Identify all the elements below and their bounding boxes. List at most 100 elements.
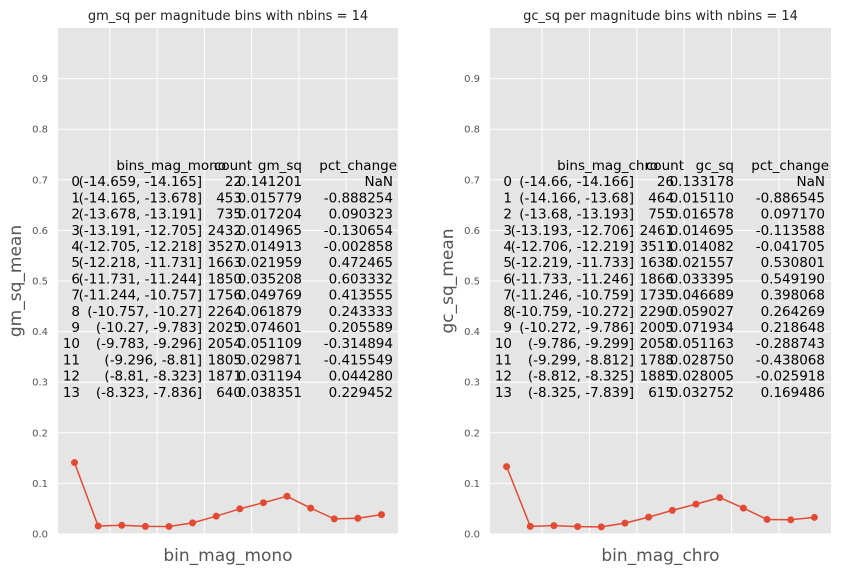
table-cell-pct-change: 0.413555 [329, 288, 393, 304]
table-cell-value: 0.029871 [238, 352, 302, 368]
table-cell-pct-change: 0.603332 [329, 271, 393, 287]
table-row-index: 10 [495, 336, 512, 352]
table-cell-bin: (-13.191, -12.705] [79, 223, 202, 239]
data-point [526, 522, 534, 530]
table-cell-pct-change: -0.288743 [756, 336, 825, 352]
table-row-index: 5 [71, 255, 80, 271]
table-cell-bin: (-14.165, -13.678] [79, 190, 202, 206]
table-cell-value: 0.014695 [670, 223, 734, 239]
y-tick-label: 0.2 [32, 428, 48, 439]
data-point [621, 519, 629, 527]
table-cell-count: 2461 [640, 223, 674, 239]
table-cell-count: 2290 [640, 304, 674, 320]
table-row-index: 11 [63, 352, 80, 368]
table-cell-count: 2005 [640, 320, 674, 336]
table-cell-value: 0.021557 [670, 255, 734, 271]
y-tick-label: 0.8 [32, 125, 48, 136]
table-cell-bin: (-10.27, -9.783] [96, 320, 202, 336]
table-cell-pct-change: 0.530801 [761, 255, 825, 271]
data-point [189, 519, 197, 527]
data-point [550, 522, 558, 530]
table-cell-count: 1735 [640, 288, 674, 304]
table-header-cell: count [646, 158, 684, 174]
table-cell-bin: (-14.659, -14.165] [79, 174, 202, 190]
table-cell-count: 2025 [208, 320, 242, 336]
y-tick-label: 0.3 [464, 378, 480, 389]
table-cell-bin: (-10.272, -9.786] [519, 320, 634, 336]
table-cell-bin: (-11.244, -10.757] [79, 288, 202, 304]
table-cell-count: 3511 [640, 239, 674, 255]
x-axis-label: bin_mag_mono [163, 546, 292, 566]
data-point [668, 506, 676, 514]
table-cell-pct-change: 0.218648 [761, 320, 825, 336]
table-cell-bin: (-10.759, -10.272] [511, 304, 634, 320]
chart-title: gc_sq per magnitude bins with nbins = 14 [523, 9, 798, 24]
table-cell-pct-change: -0.113588 [756, 223, 825, 239]
table-cell-value: 0.015779 [238, 190, 302, 206]
table-row-index: 0 [71, 174, 80, 190]
table-cell-count: 1805 [208, 352, 242, 368]
table-row-index: 7 [503, 288, 512, 304]
data-point [259, 499, 267, 507]
table-cell-bin: (-12.218, -11.731] [79, 255, 202, 271]
table-cell-pct-change: 0.398068 [761, 288, 825, 304]
table-cell-count: 2432 [208, 223, 242, 239]
table-cell-pct-change: 0.229452 [329, 385, 393, 401]
y-tick-label: 0.5 [464, 277, 480, 288]
table-row-index: 10 [63, 336, 80, 352]
data-point [212, 512, 220, 520]
table-cell-pct-change: 0.205589 [329, 320, 393, 336]
data-point [354, 514, 362, 522]
table-row-index: 3 [71, 223, 80, 239]
data-point [692, 500, 700, 508]
table-cell-value: 0.071934 [670, 320, 734, 336]
y-tick-label: 0.9 [32, 74, 48, 85]
table-cell-value: 0.059027 [670, 304, 734, 320]
subplot-0: 0.0 0.1 0.2 0.3 0.4 0.5 0.6 0.7 0.8 0.9 gm_sq per … [6, 9, 398, 566]
y-tick-label: 0.5 [32, 277, 48, 288]
table-cell-value: 0.014082 [670, 239, 734, 255]
table-cell-count: 3527 [208, 239, 242, 255]
table-cell-pct-change: 0.090323 [329, 207, 393, 223]
table-row-index: 0 [503, 174, 512, 190]
table-row-index: 3 [503, 223, 512, 239]
table-cell-pct-change: -0.888254 [324, 190, 393, 206]
table-cell-bin: (-9.786, -9.299] [528, 336, 634, 352]
table-cell-value: 0.032752 [670, 385, 734, 401]
table-cell-value: 0.028750 [670, 352, 734, 368]
table-cell-count: 755 [648, 207, 674, 223]
table-row-index: 1 [71, 190, 80, 206]
table-cell-pct-change: -0.041705 [756, 239, 825, 255]
y-tick-label: 0.0 [32, 530, 48, 541]
table-cell-count: 615 [648, 385, 674, 401]
table-cell-count: 1638 [640, 255, 674, 271]
table-header-cell: gm_sq [258, 158, 302, 174]
data-point [94, 522, 102, 530]
y-tick-label: 0.6 [32, 226, 48, 237]
table-cell-bin: (-11.731, -11.244] [79, 271, 202, 287]
data-point [307, 504, 315, 512]
data-point [787, 516, 795, 524]
data-point [377, 511, 385, 519]
table-row-index: 2 [71, 207, 80, 223]
y-axis-label: gc_sq_mean [438, 229, 458, 334]
table-cell-bin: (-12.706, -12.219] [511, 239, 634, 255]
y-tick-label: 0.9 [464, 74, 480, 85]
y-tick-label: 0.3 [32, 378, 48, 389]
table-cell-count: 640 [216, 385, 242, 401]
table-cell-value: 0.017204 [238, 207, 302, 223]
table-cell-count: 1866 [640, 271, 674, 287]
table-cell-count: 2054 [208, 336, 242, 352]
table-cell-count: 2264 [208, 304, 242, 320]
data-point [71, 459, 79, 467]
table-cell-bin: (-9.299, -8.812] [528, 352, 634, 368]
data-point [716, 494, 724, 502]
table-cell-value: 0.033395 [670, 271, 734, 287]
table-cell-count: 464 [648, 190, 674, 206]
data-point [597, 523, 605, 531]
table-row-index: 4 [503, 239, 512, 255]
